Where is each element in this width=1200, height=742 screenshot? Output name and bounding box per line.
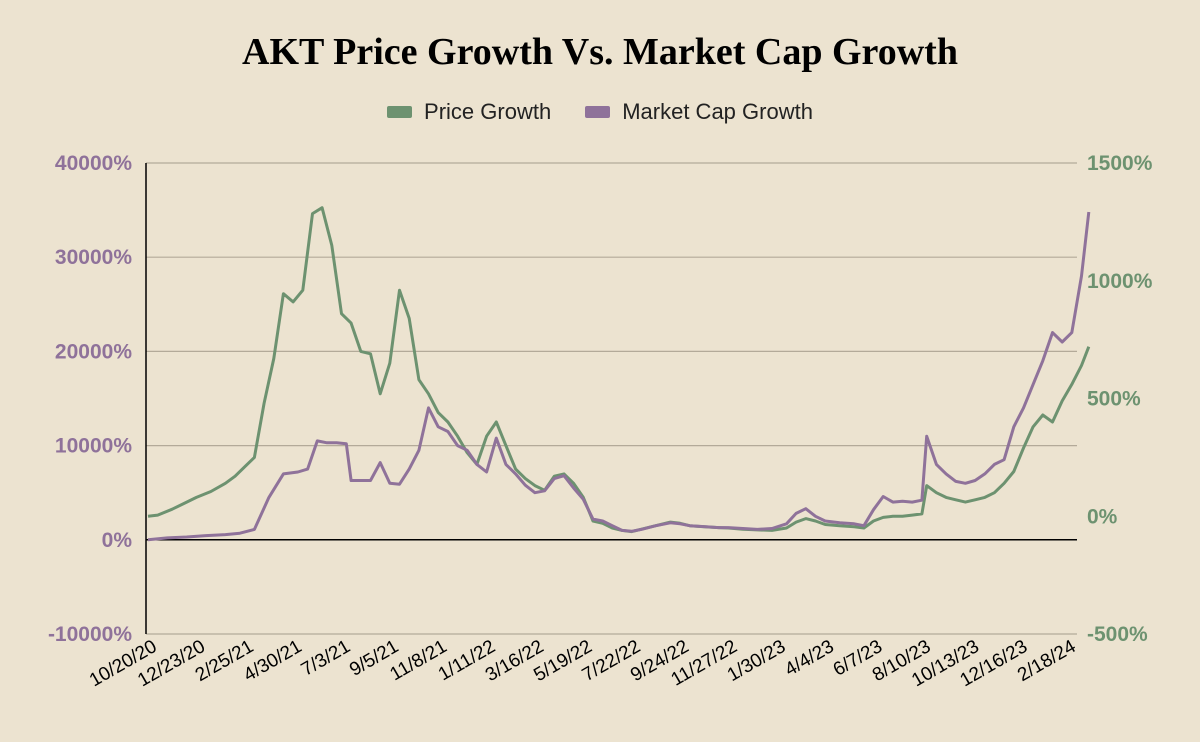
y-left-tick-label: 0% bbox=[102, 529, 133, 552]
y-left-tick-label: -10000% bbox=[48, 623, 132, 646]
y-left-tick-label: 10000% bbox=[55, 435, 132, 458]
y-right-tick-label: 1000% bbox=[1087, 270, 1153, 293]
y-left-tick-label: 30000% bbox=[55, 246, 132, 269]
y-right-tick-label: -500% bbox=[1087, 623, 1148, 646]
y-left-tick-label: 20000% bbox=[55, 340, 132, 363]
chart-title: AKT Price Growth Vs. Market Cap Growth bbox=[242, 31, 958, 73]
chart-legend: Price Growth Market Cap Growth bbox=[0, 99, 1200, 125]
legend-swatch-price-growth bbox=[387, 106, 413, 118]
y-right-tick-label: 500% bbox=[1087, 388, 1141, 411]
y-right-tick-label: 0% bbox=[1087, 505, 1118, 528]
legend-label-price-growth: Price Growth bbox=[424, 99, 552, 124]
series-line-market-cap-growth bbox=[147, 211, 1091, 542]
legend-label-market-cap-growth: Market Cap Growth bbox=[622, 99, 813, 124]
legend-item-price-growth: Price Growth bbox=[387, 99, 551, 125]
series-line-price-growth bbox=[147, 206, 1091, 534]
y-right-tick-label: 1500% bbox=[1087, 152, 1153, 175]
x-tick-label: 4/4/23 bbox=[781, 636, 837, 681]
legend-item-market-cap-growth: Market Cap Growth bbox=[585, 99, 813, 125]
y-left-tick-label: 40000% bbox=[55, 152, 132, 175]
x-tick-label: 7/3/21 bbox=[298, 636, 354, 681]
legend-swatch-market-cap-growth bbox=[585, 106, 611, 118]
